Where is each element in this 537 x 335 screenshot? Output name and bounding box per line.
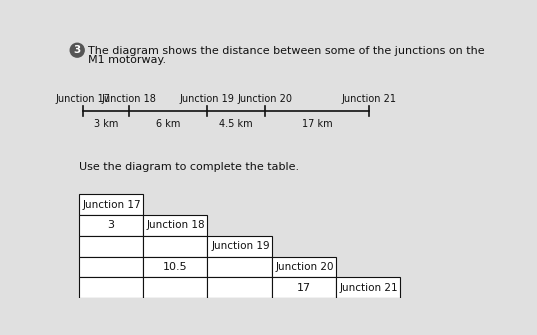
Bar [79,257,143,277]
Bar [79,215,143,236]
Text: Junction 17: Junction 17 [55,94,110,104]
Text: Junction 20: Junction 20 [237,94,292,104]
Text: 3: 3 [107,220,114,230]
Bar [143,215,207,236]
Text: 10.5: 10.5 [163,262,187,272]
Text: The diagram shows the distance between some of the junctions on the: The diagram shows the distance between s… [88,46,485,56]
Text: Use the diagram to complete the table.: Use the diagram to complete the table. [79,162,299,172]
Bar [272,277,336,298]
Circle shape [70,43,84,57]
Bar [272,257,336,277]
Bar [207,257,272,277]
Bar [79,194,143,215]
Text: Junction 20: Junction 20 [275,262,334,272]
Text: Junction 21: Junction 21 [342,94,397,104]
Bar [143,257,207,277]
Text: Junction 17: Junction 17 [83,200,141,210]
Text: Junction 19: Junction 19 [179,94,234,104]
Text: 17 km: 17 km [302,119,332,129]
Text: 3: 3 [74,45,81,55]
Text: Junction 18: Junction 18 [101,94,157,104]
Text: 17: 17 [297,283,311,293]
Bar [79,277,143,298]
Text: M1 motorway.: M1 motorway. [88,55,166,65]
Bar [79,236,143,257]
Text: 6 km: 6 km [156,119,180,129]
Bar [207,277,272,298]
Text: Junction 18: Junction 18 [147,220,206,230]
Bar [143,277,207,298]
Bar [207,236,272,257]
Text: Junction 19: Junction 19 [211,241,270,251]
Text: 4.5 km: 4.5 km [219,119,252,129]
Text: Junction 21: Junction 21 [340,283,398,293]
Text: 3 km: 3 km [93,119,118,129]
Bar [336,277,401,298]
Bar [143,236,207,257]
